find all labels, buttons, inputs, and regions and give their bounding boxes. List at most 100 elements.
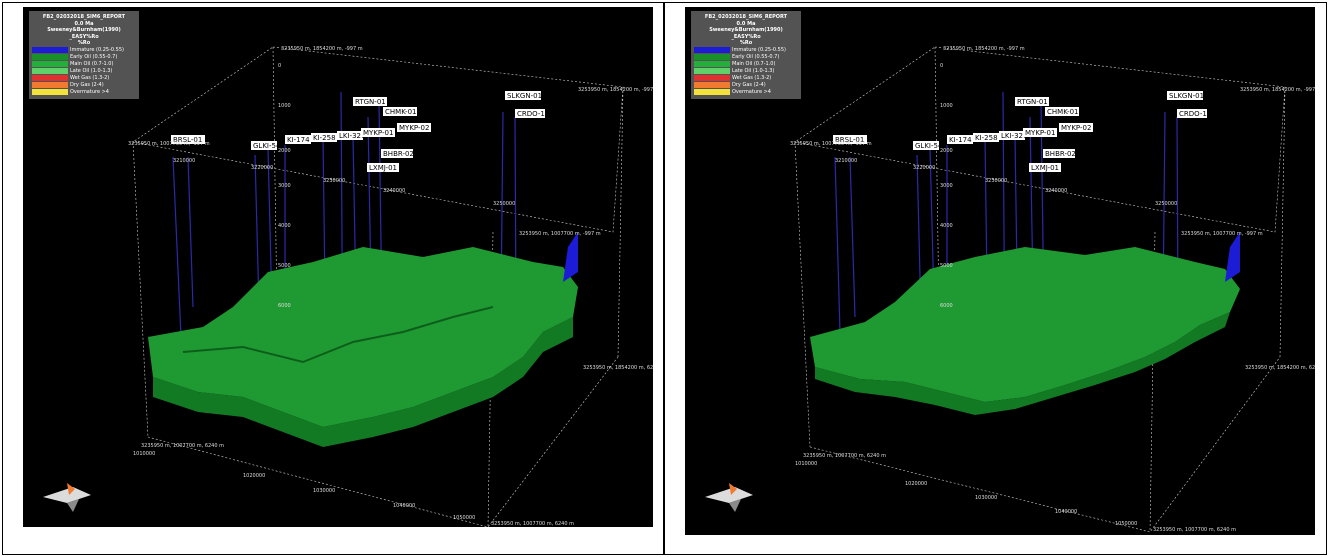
svg-text:5000: 5000 — [940, 263, 953, 269]
svg-text:3240000: 3240000 — [1045, 188, 1067, 194]
left-panel: BRSL-01 GLKI-54 KI-174 KI-258 LKI-321 RT… — [2, 2, 664, 555]
legend-item: Dry Gas (2-4) — [694, 82, 798, 89]
left-3d-viewport[interactable]: BRSL-01 GLKI-54 KI-174 KI-258 LKI-321 RT… — [23, 7, 653, 527]
legend-item: Early Oil (0.55-0.7) — [32, 54, 136, 61]
svg-text:3250000: 3250000 — [493, 201, 515, 207]
legend-item: Overmature >4 — [32, 89, 136, 96]
svg-text:SLKGN-01: SLKGN-01 — [1169, 92, 1204, 100]
svg-text:3253950 m, 1854200 m, -997 m: 3253950 m, 1854200 m, -997 m — [1240, 87, 1315, 93]
legend-item: Wet Gas (1.3-2) — [694, 75, 798, 82]
svg-text:3235950 m, 1007700 m, 6240 m: 3235950 m, 1007700 m, 6240 m — [803, 453, 886, 459]
svg-text:3230000: 3230000 — [323, 178, 345, 184]
svg-text:KI-174: KI-174 — [949, 136, 972, 144]
legend-method: Sweeney&Burnham(1990) — [47, 27, 121, 33]
svg-text:1000: 1000 — [278, 103, 291, 109]
svg-text:CHMK-01: CHMK-01 — [385, 108, 416, 116]
svg-text:1030000: 1030000 — [313, 488, 335, 494]
legend-item: Wet Gas (1.3-2) — [32, 75, 136, 82]
svg-text:1010000: 1010000 — [795, 461, 817, 467]
legend-item: Early Oil (0.55-0.7) — [694, 54, 798, 61]
svg-text:3253950 m, 1854200 m, 6240 m: 3253950 m, 1854200 m, 6240 m — [583, 365, 653, 371]
legend-kinetics: _EASY%Ro — [731, 33, 761, 40]
left-axis-ticks: 3235950 m, 1854200 m, -997 m 3253950 m, … — [128, 46, 653, 527]
legend-item: Overmature >4 — [694, 89, 798, 96]
svg-text:3235950 m, 1854200 m, -997 m: 3235950 m, 1854200 m, -997 m — [943, 46, 1025, 52]
right-panel: BRSL-01 GLKI-54 KI-174 KI-258 LKI-321 RT… — [664, 2, 1327, 555]
right-legend: FB2_02032018_SIM6_REPORT 0.0 Ma Sweeney&… — [691, 11, 801, 99]
svg-text:0: 0 — [940, 63, 943, 69]
svg-text:3250000: 3250000 — [1155, 201, 1177, 207]
svg-text:SLKGN-01: SLKGN-01 — [507, 92, 542, 100]
legend-item: Late Oil (1.0-1.3) — [694, 68, 798, 75]
left-compass-icon[interactable] — [43, 483, 91, 512]
svg-text:3235950 m, 1007700 m, 6240 m: 3235950 m, 1007700 m, 6240 m — [141, 443, 224, 449]
left-well-labels: BRSL-01 GLKI-54 KI-174 KI-258 LKI-321 RT… — [171, 91, 545, 172]
svg-text:RTGN-01: RTGN-01 — [355, 98, 386, 106]
svg-text:0: 0 — [278, 63, 281, 69]
svg-text:MYKP-01: MYKP-01 — [363, 129, 393, 137]
svg-text:3220000: 3220000 — [251, 165, 273, 171]
svg-text:3000: 3000 — [940, 183, 953, 189]
svg-text:4000: 4000 — [940, 223, 953, 229]
svg-text:1000: 1000 — [940, 103, 953, 109]
legend-method: Sweeney&Burnham(1990) — [709, 27, 783, 33]
svg-text:3253950 m, 1007700 m, 6240 m: 3253950 m, 1007700 m, 6240 m — [1153, 527, 1236, 533]
svg-text:5000: 5000 — [278, 263, 291, 269]
svg-text:3235950 m, 1007700 m, -997 m: 3235950 m, 1007700 m, -997 m — [790, 141, 872, 147]
svg-text:LXMJ-01: LXMJ-01 — [1031, 164, 1059, 172]
svg-text:3210000: 3210000 — [173, 158, 195, 164]
svg-text:3240000: 3240000 — [383, 188, 405, 194]
svg-text:CRDO-1: CRDO-1 — [517, 110, 545, 118]
svg-text:3235950 m, 1007700 m, -997 m: 3235950 m, 1007700 m, -997 m — [128, 141, 210, 147]
legend-item: Immature (0.25-0.55) — [32, 47, 136, 54]
svg-text:GLKI-54: GLKI-54 — [253, 142, 281, 150]
svg-text:3253950 m, 1007700 m, -997 m: 3253950 m, 1007700 m, -997 m — [1181, 231, 1263, 237]
legend-item: Immature (0.25-0.55) — [694, 47, 798, 54]
svg-text:1040000: 1040000 — [393, 503, 415, 509]
legend-item: Dry Gas (2-4) — [32, 82, 136, 89]
svg-text:2000: 2000 — [940, 148, 953, 154]
legend-item: Main Oil (0.7-1.0) — [32, 61, 136, 68]
svg-text:6000: 6000 — [940, 303, 953, 309]
legend-title: FB2_02032018_SIM6_REPORT — [704, 14, 788, 20]
svg-text:6000: 6000 — [278, 303, 291, 309]
right-horizon-surface — [810, 232, 1240, 415]
legend-kinetics: _EASY%Ro — [69, 33, 99, 40]
svg-text:4000: 4000 — [278, 223, 291, 229]
svg-text:3253950 m, 1007700 m, 6240 m: 3253950 m, 1007700 m, 6240 m — [491, 521, 574, 527]
legend-age: 0.0 Ma — [736, 20, 756, 27]
svg-text:BRSL-01: BRSL-01 — [173, 136, 202, 144]
legend-unit: %Ro — [739, 40, 753, 46]
left-horizon-surface — [148, 232, 578, 447]
svg-text:2000: 2000 — [278, 148, 291, 154]
left-scene[interactable]: BRSL-01 GLKI-54 KI-174 KI-258 LKI-321 RT… — [23, 7, 653, 527]
svg-text:GLKI-54: GLKI-54 — [915, 142, 943, 150]
svg-text:3210000: 3210000 — [835, 158, 857, 164]
svg-text:3253950 m, 1854200 m, 6240 m: 3253950 m, 1854200 m, 6240 m — [1245, 365, 1315, 371]
svg-text:1020000: 1020000 — [905, 481, 927, 487]
svg-text:LKI-321: LKI-321 — [339, 132, 365, 140]
svg-text:3220000: 3220000 — [913, 165, 935, 171]
svg-text:LXMJ-01: LXMJ-01 — [369, 164, 397, 172]
right-compass-icon[interactable] — [705, 483, 753, 512]
svg-text:3235950 m, 1854200 m, -997 m: 3235950 m, 1854200 m, -997 m — [281, 46, 363, 52]
right-bounding-box — [794, 46, 1286, 533]
svg-text:1040000: 1040000 — [1055, 509, 1077, 515]
svg-text:1010000: 1010000 — [133, 451, 155, 457]
svg-text:BRSL-01: BRSL-01 — [835, 136, 864, 144]
right-3d-viewport[interactable]: BRSL-01 GLKI-54 KI-174 KI-258 LKI-321 RT… — [685, 7, 1315, 535]
svg-text:3000: 3000 — [278, 183, 291, 189]
right-scene[interactable]: BRSL-01 GLKI-54 KI-174 KI-258 LKI-321 RT… — [685, 7, 1315, 535]
svg-text:CRDO-1: CRDO-1 — [1179, 110, 1207, 118]
legend-age: 0.0 Ma — [74, 20, 94, 27]
right-well-labels: BRSL-01 GLKI-54 KI-174 KI-258 LKI-321 RT… — [833, 91, 1207, 172]
svg-text:MYKP-01: MYKP-01 — [1025, 129, 1055, 137]
legend-unit: %Ro — [77, 40, 91, 46]
svg-text:3253950 m, 1007700 m, -997 m: 3253950 m, 1007700 m, -997 m — [519, 231, 601, 237]
svg-text:3253950 m, 1854200 m, -997 m: 3253950 m, 1854200 m, -997 m — [578, 87, 653, 93]
left-legend: FB2_02032018_SIM6_REPORT 0.0 Ma Sweeney&… — [29, 11, 139, 99]
legend-item: Main Oil (0.7-1.0) — [694, 61, 798, 68]
legend-title: FB2_02032018_SIM6_REPORT — [42, 14, 126, 20]
svg-text:KI-258: KI-258 — [313, 134, 336, 142]
svg-text:RTGN-01: RTGN-01 — [1017, 98, 1048, 106]
